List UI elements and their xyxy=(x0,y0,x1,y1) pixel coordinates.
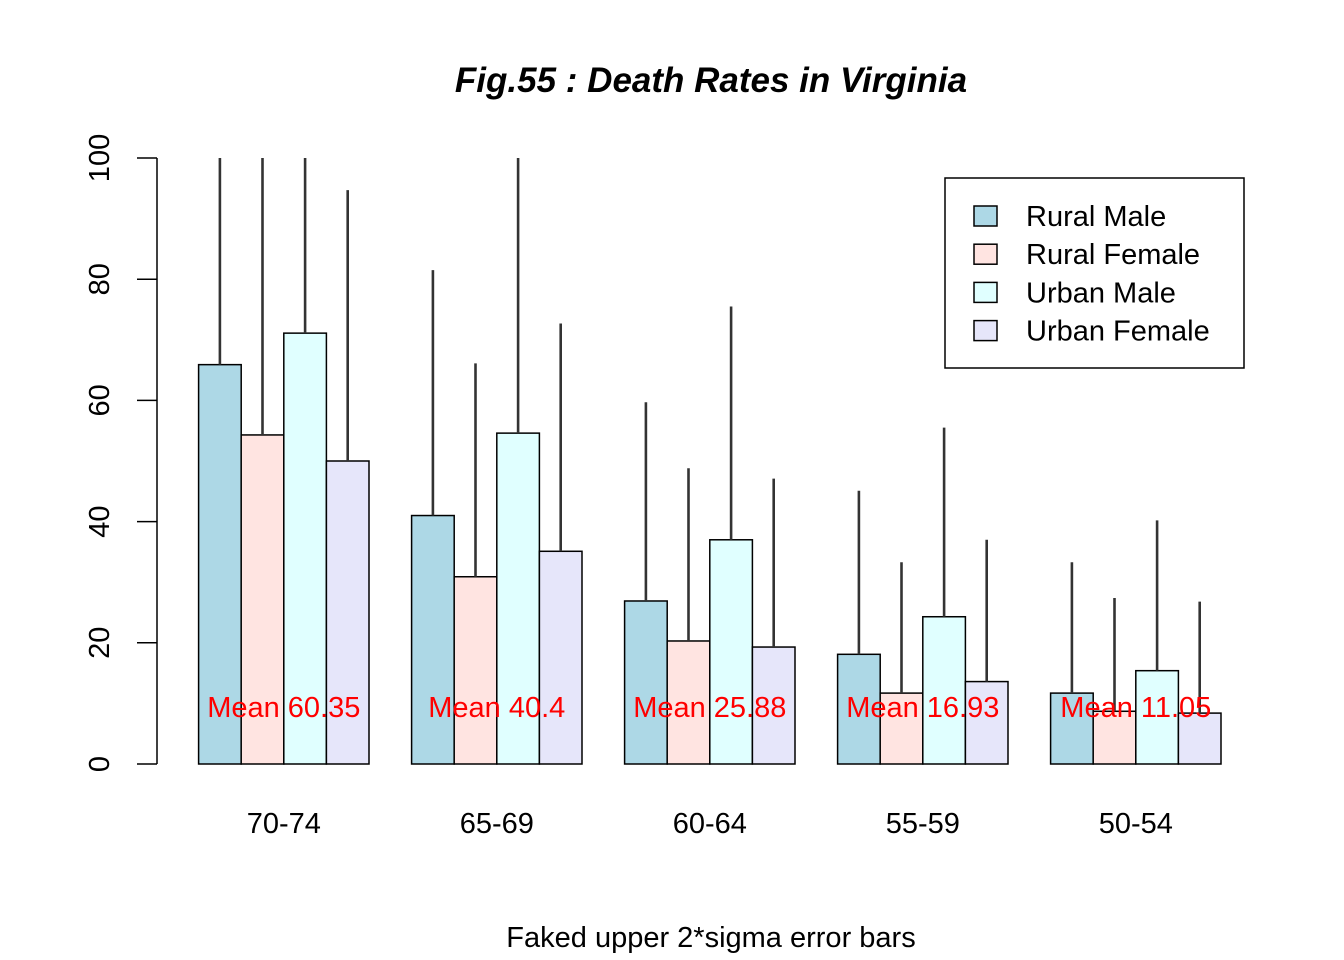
y-axis: 0 20 40 60 80 100 xyxy=(84,134,158,772)
x-category-label: 55-59 xyxy=(886,808,960,840)
mean-annotation: Mean 11.05 xyxy=(1060,692,1211,724)
bar xyxy=(283,332,328,765)
bar xyxy=(240,434,285,765)
bar xyxy=(325,460,370,765)
x-category-label: 65-69 xyxy=(460,808,534,840)
y-tick-label: 80 xyxy=(84,263,116,295)
legend-swatch xyxy=(973,243,998,265)
x-category-label: 60-64 xyxy=(673,808,747,840)
bar xyxy=(197,363,242,765)
chart-title: Fig.55 : Death Rates in Virginia xyxy=(455,61,967,100)
x-category-label: 70-74 xyxy=(247,808,321,840)
bar xyxy=(1177,712,1222,765)
legend-label: Rural Female xyxy=(1026,239,1200,271)
x-category-label: 50-54 xyxy=(1099,808,1173,840)
legend-label: Urban Male xyxy=(1026,277,1176,309)
chart-subtitle: Faked upper 2*sigma error bars xyxy=(506,922,915,954)
bar-group xyxy=(197,332,1222,765)
bar xyxy=(879,692,924,765)
legend-label: Urban Female xyxy=(1026,316,1210,348)
y-tick-label: 40 xyxy=(84,505,116,537)
legend-swatch xyxy=(973,205,998,227)
bar xyxy=(922,615,967,765)
y-tick-label: 20 xyxy=(84,627,116,659)
mean-annotation: Mean 25.88 xyxy=(633,692,786,724)
y-tick-label: 60 xyxy=(84,384,116,416)
x-axis-category-labels: 70-74 65-69 60-64 55-59 50-54 xyxy=(247,808,1173,840)
mean-annotation: Mean 60.35 xyxy=(207,692,360,724)
y-tick-label: 0 xyxy=(84,756,116,772)
bar xyxy=(1049,692,1094,765)
legend-swatch xyxy=(973,319,998,342)
bar xyxy=(410,514,455,765)
bar xyxy=(964,680,1009,765)
legend: Rural Male Rural Female Urban Male Urban Fe… xyxy=(944,177,1245,369)
mean-annotation: Mean 40.4 xyxy=(428,692,565,724)
y-tick-label: 100 xyxy=(84,134,116,182)
bar xyxy=(538,550,583,765)
mean-annotation-group: Mean 60.35 Mean 40.4 Mean 25.88 Mean 16.93 M… xyxy=(207,692,1211,724)
mean-annotation: Mean 16.93 xyxy=(846,692,999,724)
bar xyxy=(453,575,498,765)
bar xyxy=(623,600,668,765)
error-bar-group xyxy=(218,158,1201,714)
bar xyxy=(751,646,796,765)
bar xyxy=(836,653,881,765)
bar xyxy=(709,539,754,765)
legend-label: Rural Male xyxy=(1026,201,1166,233)
legend-swatch xyxy=(973,281,998,304)
